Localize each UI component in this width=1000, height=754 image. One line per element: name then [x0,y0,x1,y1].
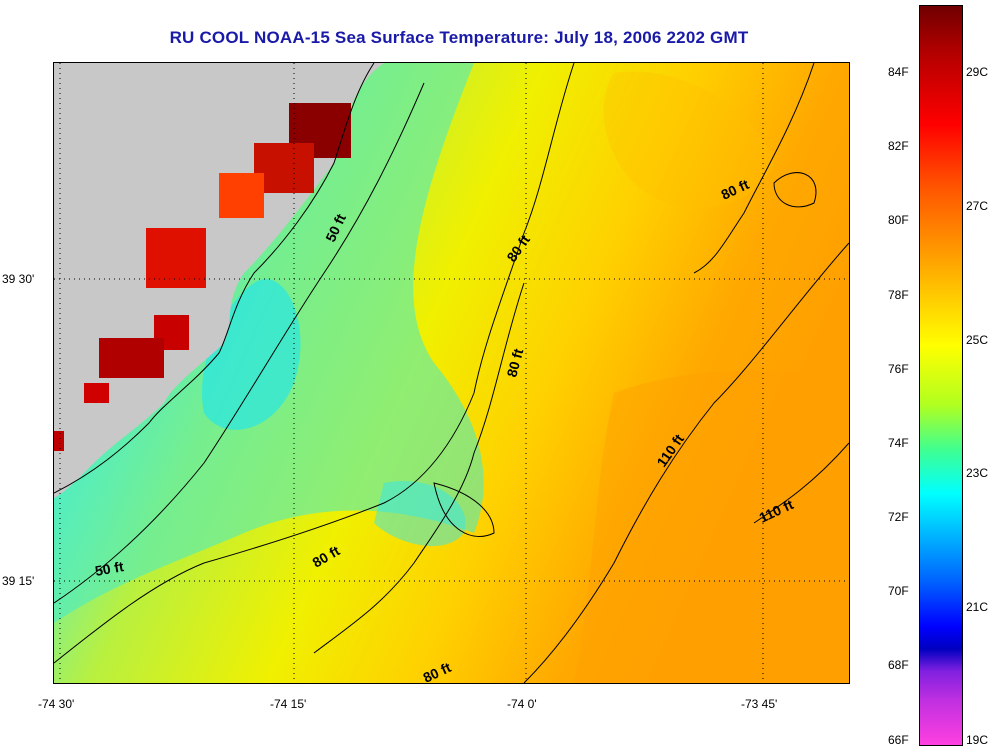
contour-110ft-east [753,442,849,524]
sst-map: 50 ft 50 ft 80 ft 80 ft 80 ft 80 ft 80 f… [53,62,850,684]
lat-label-1: 39 30' [2,272,35,286]
colorbar-c-25: 25C [966,333,989,347]
colorbar-f-80: 80F [888,213,909,227]
colorbar-f-84: 84F [888,65,909,79]
lon-label-3: -74 0' [507,697,537,711]
depth-label-80ft-b: 80 ft [503,347,526,379]
graticule [54,63,849,683]
bay-warm-4 [146,228,206,288]
lon-label-2: -74 15' [270,697,307,711]
colorbar-f-72: 72F [888,510,909,524]
cyan-patch-2 [374,481,466,547]
bay-warm-8 [54,431,64,451]
map-title: RU COOL NOAA-15 Sea Surface Temperature:… [169,28,749,47]
warm-patch-south [574,370,849,683]
colorbar-f-68: 68F [888,658,909,672]
bay-warm-6 [99,338,164,378]
colorbar-c-19: 19C [966,733,989,747]
bay-warm-3 [219,173,264,218]
contour-ridge-1 [433,482,495,537]
colorbar-f-66: 66F [888,733,909,747]
contour-80ft-mid [313,282,525,654]
colorbar-c-27: 27C [966,199,989,213]
contour-80ft-east [693,63,815,274]
colorbar [919,5,963,746]
colorbar-f-78: 78F [888,288,909,302]
contour-110ft [523,242,849,683]
colorbar-f-74: 74F [888,436,909,450]
bay-warm-7 [84,383,109,403]
contour-50ft [54,82,425,604]
colorbar-c-29: 29C [966,65,989,79]
warm-patch-north [603,71,774,208]
lon-label-4: -73 45' [741,697,778,711]
colorbar-c-23: 23C [966,466,989,480]
depth-label-50ft-b: 50 ft [94,558,125,579]
colorbar-f-70: 70F [888,584,909,598]
bathymetry-contours [54,63,849,683]
coastline [54,63,375,494]
colorbar-f-82: 82F [888,139,909,153]
contour-80ft-west [54,63,575,664]
contour-ridge-2 [773,172,817,208]
lat-label-2: 39 15' [2,574,35,588]
colorbar-c-21: 21C [966,600,989,614]
colorbar-f-76: 76F [888,362,909,376]
lon-label-1: -74 30' [38,697,75,711]
